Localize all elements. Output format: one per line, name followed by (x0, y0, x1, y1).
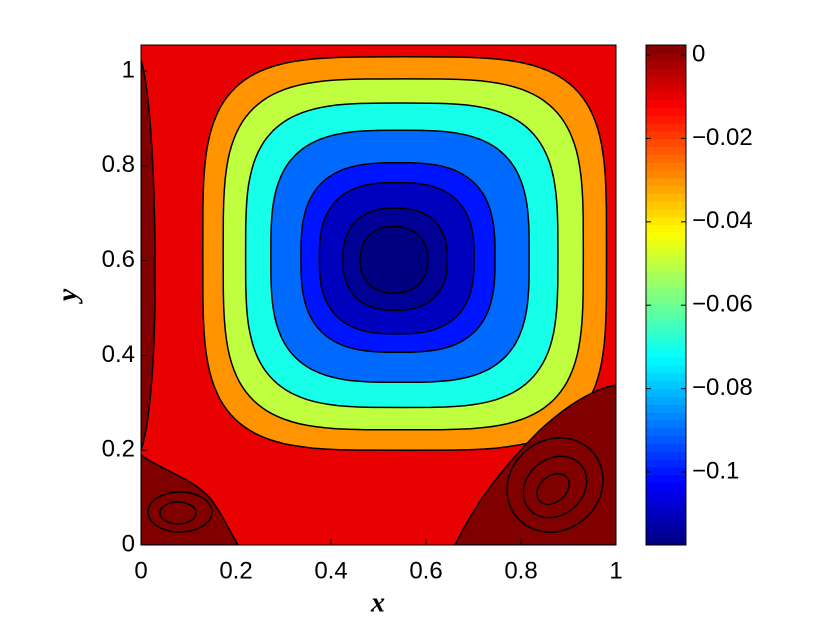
contour-plot (141, 45, 616, 545)
eddy-left (141, 59, 156, 451)
y-tick-label: 0.8 (102, 151, 135, 178)
colorbar-cell (646, 138, 686, 148)
y-tick-label: 0 (122, 530, 135, 557)
x-tick-label: 0.2 (219, 557, 252, 584)
colorbar-cell (646, 349, 686, 358)
colorbar-cell (646, 52, 686, 62)
colorbar-cell (646, 115, 686, 124)
colorbar-cell (646, 123, 686, 132)
colorbar-cell (646, 365, 686, 374)
colorbar-cell (646, 435, 686, 444)
colorbar-cell (646, 279, 686, 288)
colorbar-tick-label: −0.02 (692, 124, 753, 151)
colorbar-cell (646, 130, 686, 140)
colorbar-cell (646, 427, 686, 437)
colorbar-cell (646, 466, 686, 476)
colorbar-cell (646, 388, 686, 398)
colorbar-cell (646, 412, 686, 421)
colorbar-cell (646, 513, 686, 523)
y-tick-label: 0.2 (102, 436, 135, 463)
colorbar-cell (646, 45, 686, 54)
colorbar-frame (645, 44, 687, 546)
colorbar-tick-label: −0.08 (692, 374, 753, 401)
colorbar-cell (646, 474, 686, 483)
x-tick-label: 0.4 (314, 557, 347, 584)
colorbar-tick-label: −0.06 (692, 291, 753, 318)
colorbar-cell (646, 498, 686, 507)
colorbar-cell (646, 154, 686, 163)
colorbar-cell (646, 271, 686, 280)
x-tick-label: 0.8 (504, 557, 537, 584)
colorbar-cell (646, 76, 686, 85)
colorbar-cell (646, 451, 686, 460)
colorbar-cell (646, 396, 686, 405)
colorbar-cell (646, 529, 686, 538)
eddy-line (536, 472, 570, 506)
eddy-line (159, 501, 197, 525)
colorbar-cell (646, 224, 686, 233)
colorbar-cell (646, 420, 686, 429)
eddy-line (522, 455, 588, 519)
colorbar-cell (646, 91, 686, 101)
x-tick-label: 0.6 (409, 557, 442, 584)
colorbar-cell (646, 318, 686, 327)
colorbar-cell (646, 209, 686, 218)
colorbar-tick-label: −0.04 (692, 207, 753, 234)
contour-level (359, 225, 429, 294)
y-tick-label: 0.4 (102, 341, 135, 368)
colorbar-cell (646, 146, 686, 155)
colorbar-cell (646, 310, 686, 319)
colorbar-cell (646, 240, 686, 249)
colorbar-cell (646, 99, 686, 108)
plot-frame (140, 44, 617, 546)
colorbar-cell (646, 443, 686, 452)
colorbar-cell (646, 68, 686, 77)
colorbar-cell (646, 357, 686, 366)
x-axis-label: x (370, 587, 385, 618)
colorbar-cell (646, 490, 686, 499)
colorbar-cell (646, 107, 686, 116)
colorbar-cell (646, 459, 686, 468)
colorbar-cell (646, 170, 686, 179)
eddy-line (506, 437, 604, 533)
colorbar-cell (646, 232, 686, 241)
colorbar-cell (646, 521, 686, 530)
colorbar-cell (646, 60, 686, 69)
colorbar-cell (646, 334, 686, 343)
colorbar-cell (646, 185, 686, 194)
colorbar-tick-label: −0.1 (692, 457, 739, 484)
colorbar-cell (646, 287, 686, 296)
colorbar-cell (646, 482, 686, 491)
colorbar-cell (646, 295, 686, 304)
colorbar-cell (646, 341, 686, 351)
colorbar-cell (646, 326, 686, 335)
y-tick-label: 1 (122, 56, 135, 83)
colorbar-cell (646, 255, 686, 265)
x-tick-label: 0 (134, 557, 147, 584)
colorbar-cell (646, 373, 686, 382)
colorbar-cell (646, 248, 686, 257)
colorbar-cell (646, 193, 686, 202)
colorbar-cell (646, 84, 686, 93)
colorbar-cell (646, 404, 686, 413)
colorbar-cell (646, 177, 686, 187)
colorbar-cell (646, 162, 686, 171)
corner-eddies (141, 59, 616, 545)
colorbar (646, 45, 686, 546)
colorbar-cell (646, 537, 686, 546)
colorbar-cell (646, 216, 686, 226)
colorbar-cell (646, 201, 686, 210)
y-tick-label: 0.6 (102, 246, 135, 273)
colorbar-cell (646, 263, 686, 273)
colorbar-cell (646, 380, 686, 390)
colorbar-tick-label: 0 (692, 40, 705, 67)
eddy-line (147, 491, 213, 533)
colorbar-cell (646, 505, 686, 515)
y-axis-label: y (52, 288, 83, 304)
colorbar-cell (646, 302, 686, 312)
x-tick-label: 1 (609, 557, 622, 584)
